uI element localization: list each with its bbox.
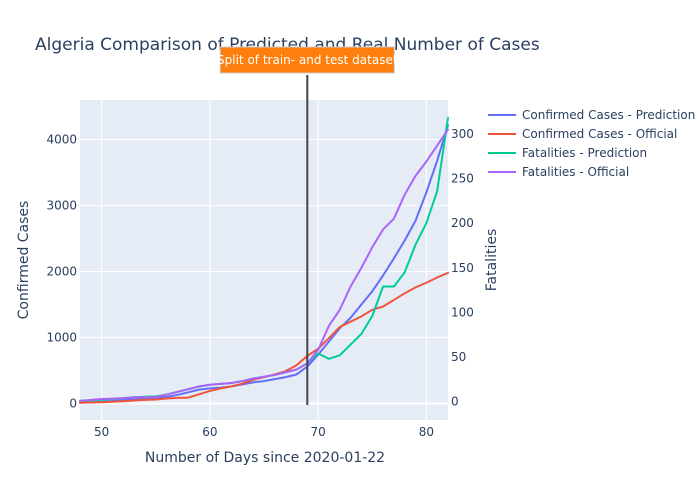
x-tick-label: 80 (419, 425, 434, 439)
series-lines (79, 116, 449, 404)
series-line (79, 124, 449, 404)
series-line (79, 128, 449, 402)
legend-label: Fatalities - Prediction (522, 146, 647, 160)
x-tick-label: 50 (94, 425, 109, 439)
annotation-box (219, 46, 395, 74)
annotation-text: Split of train- and test dataset (217, 53, 398, 67)
x-tick-label: 70 (310, 425, 325, 439)
y2-tick-label: 150 (451, 261, 474, 275)
plot-background (80, 100, 448, 420)
y2-axis-label: Fatalities (484, 229, 500, 291)
legend-item[interactable]: Confirmed Cases - Official (488, 127, 677, 141)
chart-title: Algeria Comparison of Predicted and Real… (35, 35, 540, 55)
x-tick-label: 60 (202, 425, 217, 439)
y-tick-label: 1000 (46, 331, 77, 345)
legend-item[interactable]: Fatalities - Prediction (488, 146, 647, 160)
legend-label: Fatalities - Official (522, 165, 629, 179)
y-tick-label: 4000 (46, 133, 77, 147)
y-axis-label: Confirmed Cases (16, 201, 32, 320)
y2-tick-label: 100 (451, 305, 474, 319)
legend-label: Confirmed Cases - Official (522, 127, 677, 141)
y2-tick-label: 250 (451, 172, 474, 186)
y2-tick-label: 300 (451, 127, 474, 141)
y-tick-label: 0 (69, 397, 77, 411)
axes: 50 60 70 80 0 1000 2000 3000 4000 0 50 100 150 200 250… (46, 127, 473, 439)
legend-item[interactable]: Fatalities - Official (488, 165, 629, 179)
y2-tick-label: 50 (451, 350, 466, 364)
y-tick-label: 2000 (46, 265, 77, 279)
x-axis-label: Number of Days since 2020-01-22 (145, 450, 385, 466)
legend-label: Confirmed Cases - Prediction (522, 108, 695, 122)
y2-tick-label: 200 (451, 216, 474, 230)
annotation: Split of train- and test dataset (217, 46, 398, 405)
y2-tick-label: 0 (451, 395, 459, 409)
legend[interactable]: Confirmed Cases - Prediction Confirmed Ca… (488, 108, 695, 179)
grid-lines (80, 100, 448, 420)
y-tick-label: 3000 (46, 199, 77, 213)
legend-item[interactable]: Confirmed Cases - Prediction (488, 108, 695, 122)
